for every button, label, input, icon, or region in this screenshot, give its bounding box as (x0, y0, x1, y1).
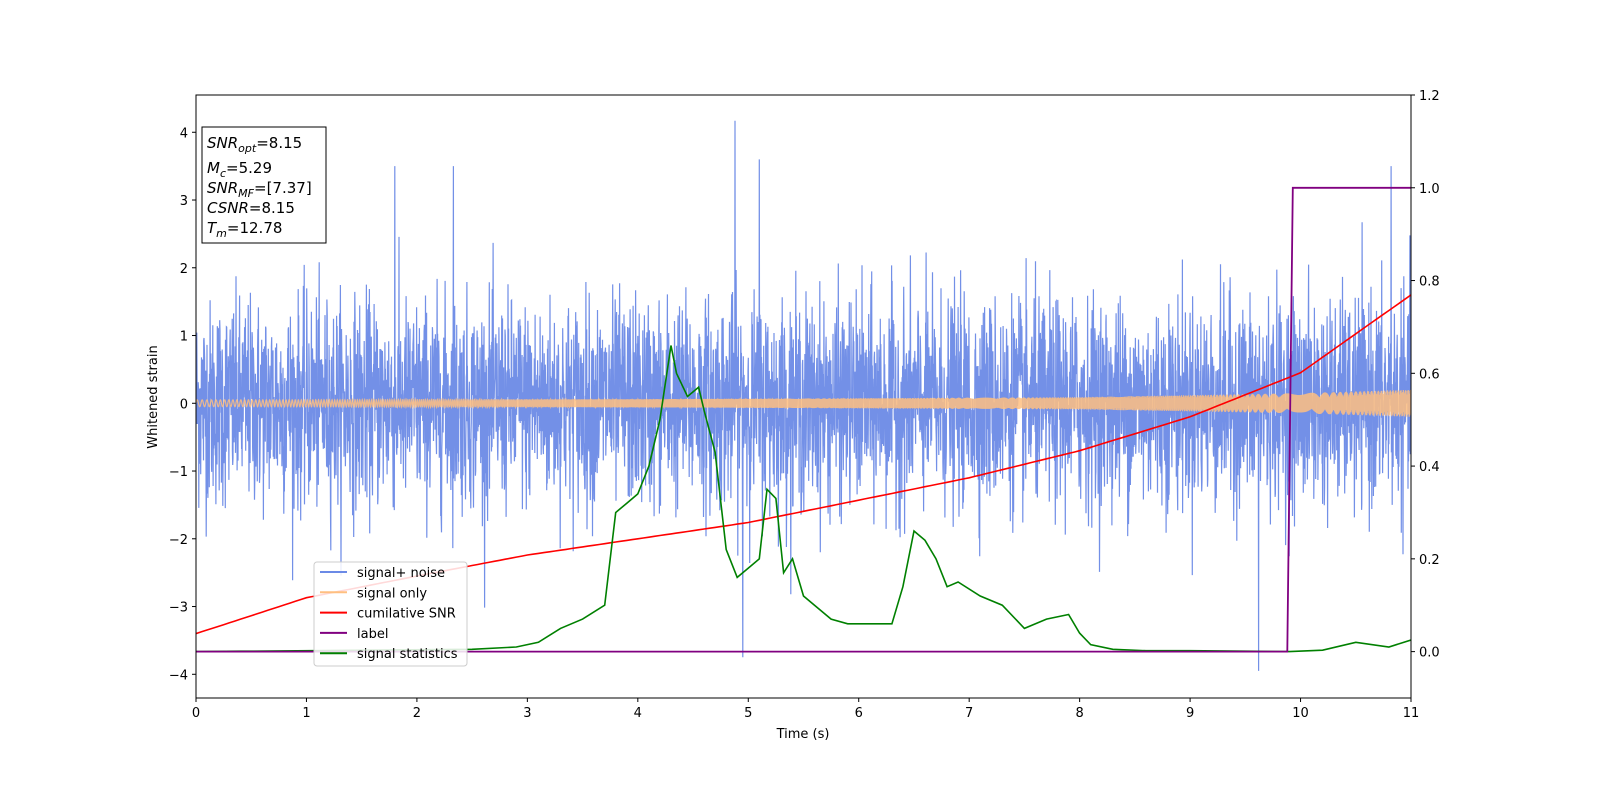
y-right-tick-label: 0.8 (1419, 275, 1440, 290)
y-right-tick-label: 1.0 (1419, 182, 1440, 197)
x-tick-label: 9 (1186, 706, 1194, 721)
x-tick-label: 0 (192, 706, 200, 721)
annotation-var: SNR (207, 134, 238, 152)
y-right-tick-label: 0.4 (1419, 460, 1440, 475)
legend-label: label (357, 627, 388, 642)
x-tick-label: 10 (1292, 706, 1309, 721)
annotation-line: SNRMF=[7.37] (207, 179, 312, 200)
x-tick-label: 11 (1403, 706, 1420, 721)
y-right-tick-label: 0.2 (1419, 553, 1440, 568)
annotation-sub: m (216, 227, 227, 240)
annotation-box: SNRopt=8.15Mc=5.29SNRMF=[7.37]CSNR=8.15T… (201, 126, 327, 244)
annotation-line: CSNR=8.15 (207, 199, 295, 217)
annotation-value: =[7.37] (254, 179, 312, 197)
annotation-sub: MF (238, 187, 254, 200)
x-tick-label: 3 (523, 706, 531, 721)
annotation-sub: c (220, 167, 226, 180)
annotation-value: =5.29 (226, 159, 272, 177)
y-left-tick-label: 4 (180, 126, 188, 141)
y-left-tick-label: −3 (169, 601, 188, 616)
legend-label: signal+ noise (357, 566, 445, 581)
x-tick-label: 1 (302, 706, 310, 721)
x-axis-label: Time (s) (776, 727, 830, 742)
legend-label: signal only (357, 586, 427, 601)
y-left-tick-label: 1 (180, 330, 188, 345)
legend-label: signal statistics (357, 647, 458, 662)
plot-frame (195, 94, 1412, 699)
legend: signal+ noise signal only cumilative SNR la… (313, 561, 468, 667)
x-tick-label: 8 (1075, 706, 1083, 721)
y-right-tick-label: 0.0 (1419, 646, 1440, 661)
y-left-tick-label: 3 (180, 194, 188, 209)
annotation-line: Mc=5.29 (207, 159, 272, 180)
annotation-frame (201, 126, 327, 244)
annotation-value: =8.15 (256, 134, 302, 152)
y-left-tick-label: 0 (180, 397, 188, 412)
x-tick-label: 2 (413, 706, 421, 721)
y-right-tick-label: 0.6 (1419, 367, 1440, 382)
series-label-line (196, 186, 1411, 653)
annotation-line: SNRopt=8.15 (207, 134, 302, 155)
y-right-tick-label: 1.2 (1419, 89, 1440, 104)
legend-frame (313, 561, 468, 667)
y-left-tick-label: −1 (169, 465, 188, 480)
x-tick-label: 4 (634, 706, 642, 721)
x-tick-label: 7 (965, 706, 973, 721)
annotation-var: T (207, 219, 218, 237)
legend-label: cumilative SNR (357, 607, 456, 622)
annotation-value: =12.78 (227, 219, 283, 237)
y-axis-label: Whitened strain (146, 345, 161, 448)
axes-ticks: 0 1 2 3 4 5 6 7 8 9 10 11 −4 −3 −2 −1 0 1 2 3 4 0.0 0.2 0.4 0.6 0… (169, 89, 1440, 721)
x-tick-label: 5 (744, 706, 752, 721)
annotation-var: CSNR (207, 199, 249, 217)
y-left-tick-label: −2 (169, 533, 188, 548)
y-left-tick-label: −4 (169, 668, 188, 683)
annotation-line: Tm=12.78 (207, 219, 282, 240)
annotation-sub: opt (238, 142, 257, 155)
series-signal-statistics-line (196, 345, 1411, 653)
annotation-value: =8.15 (249, 199, 295, 217)
annotation-var: SNR (207, 179, 238, 197)
annotation-var: M (207, 159, 220, 177)
x-tick-label: 6 (855, 706, 863, 721)
y-left-tick-label: 2 (180, 262, 188, 277)
